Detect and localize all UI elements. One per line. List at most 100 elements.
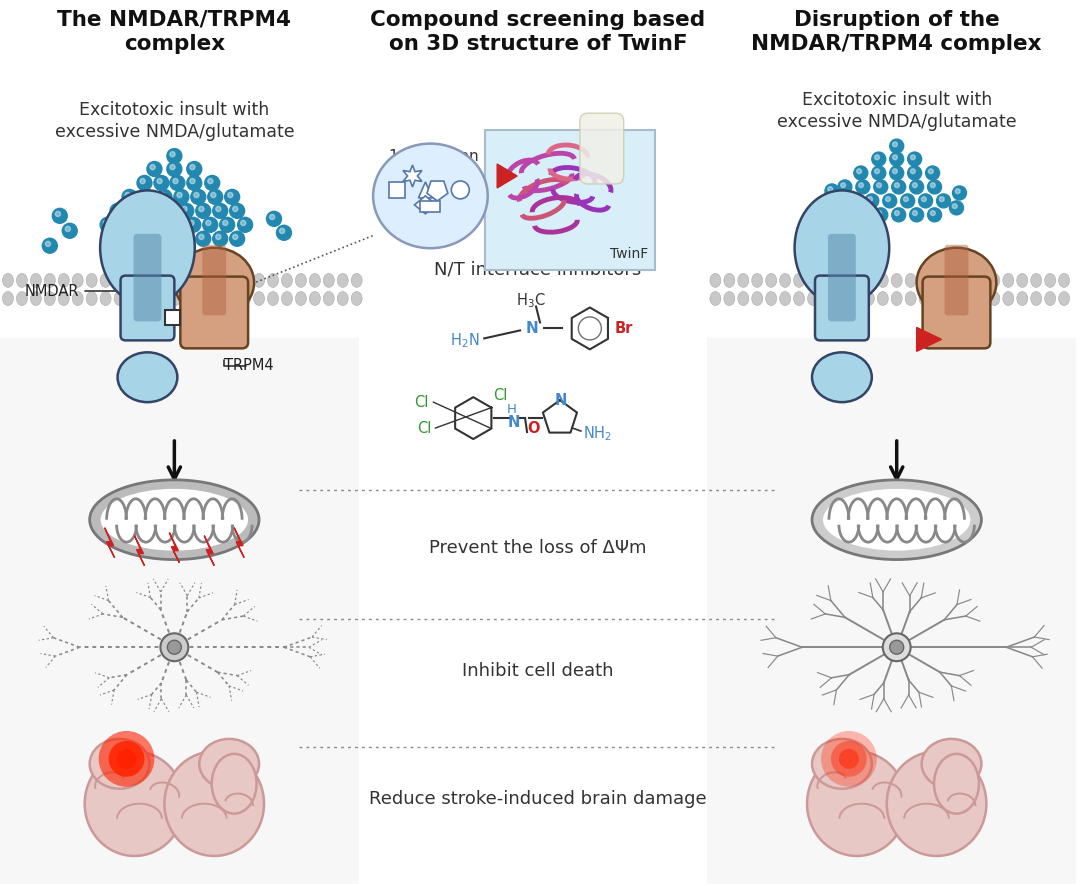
Circle shape	[161, 633, 188, 661]
Ellipse shape	[934, 754, 978, 813]
Circle shape	[195, 204, 211, 218]
Circle shape	[892, 180, 906, 194]
Circle shape	[892, 142, 897, 147]
Circle shape	[187, 161, 202, 176]
Circle shape	[910, 169, 916, 174]
Ellipse shape	[812, 739, 872, 789]
Circle shape	[113, 206, 119, 212]
Text: N: N	[526, 321, 539, 336]
Circle shape	[892, 169, 897, 174]
Ellipse shape	[877, 291, 888, 306]
Circle shape	[238, 217, 253, 232]
Circle shape	[909, 208, 923, 222]
Text: 1.13 million
compounds: 1.13 million compounds	[389, 149, 478, 182]
Text: Cl: Cl	[417, 421, 431, 436]
Circle shape	[833, 202, 838, 206]
Circle shape	[451, 181, 470, 198]
Bar	[707, 338, 1076, 884]
Circle shape	[131, 234, 136, 239]
Circle shape	[928, 208, 942, 222]
Circle shape	[894, 211, 900, 215]
Ellipse shape	[1003, 274, 1014, 287]
FancyBboxPatch shape	[121, 276, 174, 340]
FancyBboxPatch shape	[180, 276, 248, 348]
Circle shape	[854, 166, 868, 180]
Text: TwinF: TwinF	[610, 246, 649, 260]
Circle shape	[840, 183, 846, 188]
Circle shape	[207, 178, 213, 183]
Ellipse shape	[795, 190, 889, 305]
Circle shape	[267, 212, 282, 226]
Circle shape	[170, 175, 185, 190]
Ellipse shape	[1016, 274, 1028, 287]
Ellipse shape	[30, 274, 41, 287]
Circle shape	[890, 641, 904, 654]
Circle shape	[213, 231, 228, 246]
Ellipse shape	[2, 274, 13, 287]
Ellipse shape	[100, 274, 111, 287]
Circle shape	[165, 206, 171, 212]
Ellipse shape	[921, 739, 982, 789]
Ellipse shape	[351, 291, 362, 306]
Ellipse shape	[268, 274, 279, 287]
Circle shape	[165, 234, 171, 239]
Ellipse shape	[296, 291, 307, 306]
Ellipse shape	[905, 291, 916, 306]
Circle shape	[42, 238, 57, 253]
Ellipse shape	[184, 291, 194, 306]
Circle shape	[831, 741, 867, 777]
Bar	[389, 182, 405, 198]
Ellipse shape	[752, 274, 762, 287]
Circle shape	[213, 204, 228, 218]
Circle shape	[129, 231, 143, 246]
Circle shape	[859, 183, 864, 188]
Circle shape	[147, 161, 162, 176]
Polygon shape	[170, 532, 179, 563]
Ellipse shape	[738, 274, 748, 287]
Text: N/T interface inhibitors: N/T interface inhibitors	[434, 260, 642, 279]
Circle shape	[138, 221, 144, 226]
Circle shape	[52, 208, 67, 223]
Ellipse shape	[947, 291, 958, 306]
Ellipse shape	[1058, 291, 1069, 306]
Circle shape	[850, 197, 854, 202]
Polygon shape	[204, 536, 214, 565]
Ellipse shape	[961, 274, 972, 287]
Circle shape	[280, 229, 285, 234]
Circle shape	[45, 241, 51, 246]
Circle shape	[856, 169, 862, 174]
Circle shape	[956, 189, 960, 194]
Ellipse shape	[794, 274, 805, 287]
Ellipse shape	[337, 274, 348, 287]
Ellipse shape	[118, 353, 177, 402]
Circle shape	[167, 161, 181, 176]
Ellipse shape	[200, 739, 259, 789]
Text: Cl: Cl	[494, 388, 508, 402]
Circle shape	[877, 183, 881, 188]
Text: O: O	[527, 421, 540, 436]
Circle shape	[892, 208, 906, 222]
Circle shape	[886, 197, 890, 202]
Circle shape	[150, 165, 156, 170]
Circle shape	[892, 155, 897, 159]
FancyBboxPatch shape	[485, 130, 654, 269]
Text: Inhibit cell death: Inhibit cell death	[462, 662, 613, 680]
Circle shape	[228, 192, 233, 198]
Circle shape	[195, 231, 211, 246]
Polygon shape	[427, 181, 448, 201]
Circle shape	[230, 204, 244, 218]
Circle shape	[207, 190, 222, 205]
Circle shape	[928, 180, 942, 194]
Circle shape	[921, 197, 927, 202]
Ellipse shape	[141, 291, 153, 306]
Circle shape	[222, 221, 228, 226]
Circle shape	[230, 231, 244, 246]
Circle shape	[936, 194, 950, 208]
Ellipse shape	[905, 274, 916, 287]
Text: Disruption of the
NMDAR/TRPM4 complex: Disruption of the NMDAR/TRPM4 complex	[752, 10, 1042, 54]
Circle shape	[890, 152, 904, 166]
Circle shape	[206, 221, 211, 226]
Ellipse shape	[226, 291, 237, 306]
Circle shape	[63, 223, 77, 238]
Bar	[0, 338, 359, 884]
